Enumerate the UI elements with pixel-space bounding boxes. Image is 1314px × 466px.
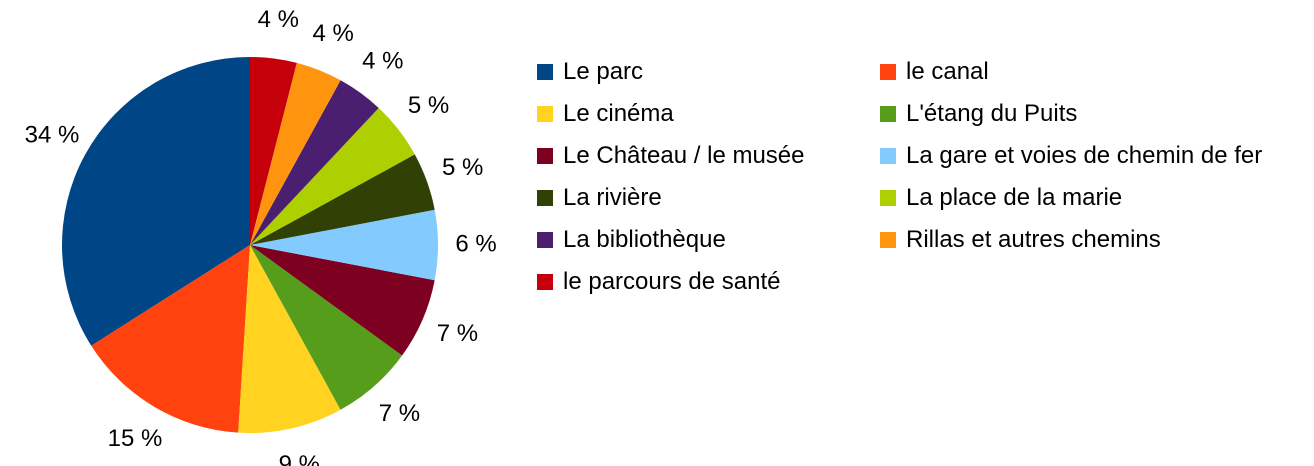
legend-label: La place de la marie [906,184,1123,211]
legend: Le parc le canal Le cinéma L'étang du Puits… [537,56,1280,298]
data-label: 5 % [442,154,483,181]
data-label: 7 % [437,320,478,347]
legend-label: L'étang du Puits [906,100,1078,127]
legend-item: Le parc [537,56,880,88]
legend-swatch [537,148,553,164]
legend-item: L'étang du Puits [880,98,1280,130]
pie-slice [250,80,379,246]
data-label: 4 % [258,6,299,33]
legend-swatch [537,190,553,206]
legend-swatch [880,106,896,122]
legend-label: le parcours de santé [563,268,781,295]
legend-item: La rivière [537,182,880,214]
legend-label: La gare et voies de chemin de fer [906,142,1263,169]
pie-slice [62,57,251,346]
legend-label: La rivière [563,184,662,211]
legend-swatch [537,64,553,80]
legend-label: La bibliothèque [563,226,726,253]
legend-swatch [880,64,896,80]
data-label: 34 % [25,121,80,148]
legend-item: le canal [880,56,1280,88]
data-label: 6 % [455,230,496,257]
pie-slice [250,154,435,245]
legend-swatch [537,232,553,248]
legend-item: Le Château / le musée [537,140,880,172]
legend-label: Le cinéma [563,100,674,127]
pie-slice [91,245,250,433]
legend-item: Le cinéma [537,98,880,130]
pie-slice [250,107,415,246]
legend-item: Rillas et autres chemins [880,224,1280,256]
pie-slice [250,245,435,356]
data-label: 9 % [279,451,320,466]
pie-slice [238,245,341,433]
legend-item: La place de la marie [880,182,1280,214]
legend-swatch [880,232,896,248]
data-label: 15 % [108,425,163,452]
legend-label: Le Château / le musée [563,142,805,169]
data-label: 7 % [379,400,420,427]
pie-slice [250,245,403,410]
pie-slice [250,209,439,281]
legend-label: Rillas et autres chemins [906,226,1161,253]
data-label: 4 % [362,48,403,75]
legend-swatch [537,274,553,290]
pie-slice [250,62,341,245]
legend-label: Le parc [563,58,644,85]
data-label: 4 % [313,20,354,47]
pie-slice [250,57,297,245]
legend-item: La bibliothèque [537,224,880,256]
legend-item: le parcours de santé [537,266,880,298]
legend-item: La gare et voies de chemin de fer [880,140,1280,172]
legend-label: le canal [906,58,989,85]
legend-swatch [537,106,553,122]
legend-swatch [880,148,896,164]
legend-swatch [880,190,896,206]
data-label: 5 % [408,92,449,119]
